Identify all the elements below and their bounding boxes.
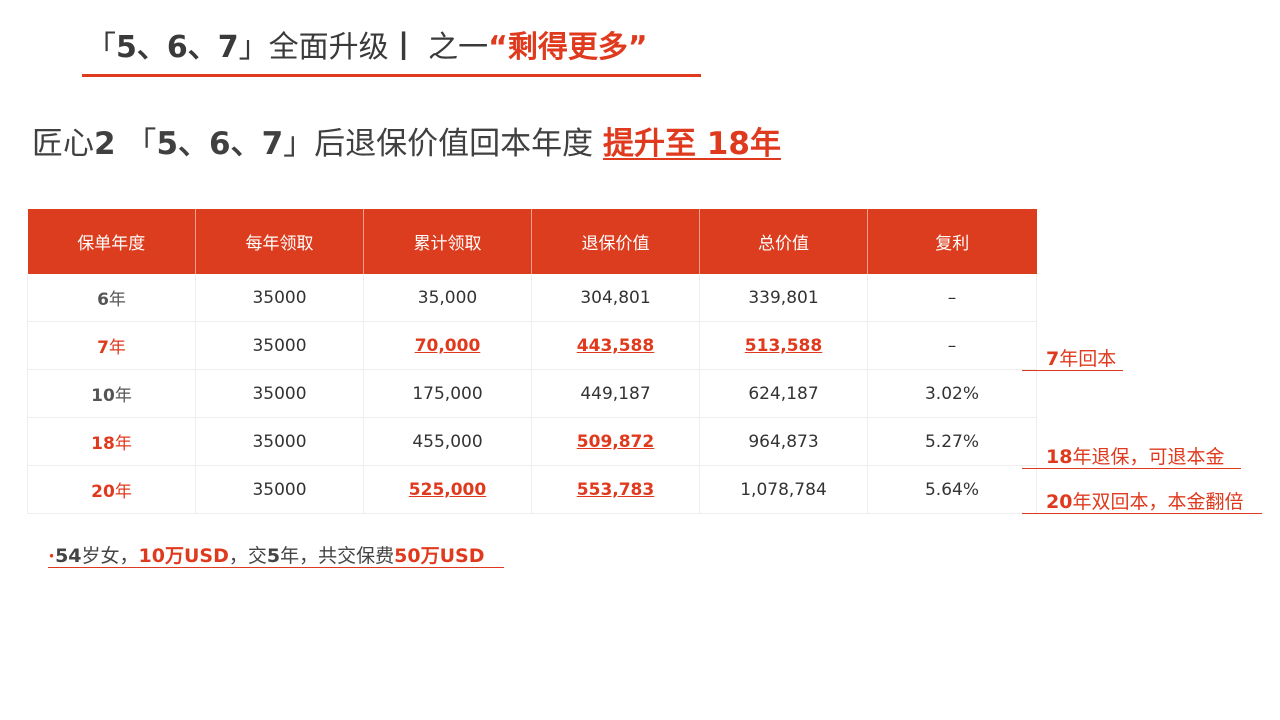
title-underline [82,74,701,77]
year-unit: 年 [108,290,126,310]
table-row: 20年 35000 525,000 553,783 1,078,784 5.64… [27,465,1037,514]
header-surrender-value: 退保价值 [531,209,700,274]
footnote-age: 54 [55,545,82,567]
subtitle-nums: 5、6、7 [156,126,284,162]
footnote-sep: ，交 [228,545,267,567]
year-num: 10 [91,386,115,406]
year-num: 20 [91,482,115,502]
header-compound-rate: 复利 [867,209,1037,274]
year-unit: 年 [114,386,132,406]
note-underline [1022,513,1262,514]
cell-total: 964,873 [699,417,868,466]
cell-annual: 35000 [195,465,364,514]
title-separator: 丨 [388,30,419,65]
cell-surrender: 443,588 [531,321,700,370]
highlight-value: 553,783 [576,479,655,500]
year-unit: 年 [108,338,126,358]
header-policy-year: 保单年度 [27,209,196,274]
cell-surrender: 304,801 [531,274,700,322]
cell-rate: 3.02% [867,369,1037,418]
footnote-years-text: 年，共交保费 [280,545,395,567]
table-row: 10年 35000 175,000 449,187 624,187 3.02% [27,369,1037,418]
note-text: 年回本 [1059,348,1117,370]
cell-total: 624,187 [699,369,868,418]
cell-cumulative: 455,000 [363,417,532,466]
year-unit: 年 [114,482,132,502]
table-row: 18年 35000 455,000 509,872 964,873 5.27% [27,417,1037,466]
header-total-value: 总价值 [699,209,868,274]
cell-annual: 35000 [195,321,364,370]
cell-total: 1,078,784 [699,465,868,514]
table-row: 6年 35000 35,000 304,801 339,801 – [27,274,1037,322]
note-double-20: 20年双回本，本金翻倍 [1046,490,1243,514]
year-unit: 年 [114,434,132,454]
note-underline [1022,370,1123,371]
cell-annual: 35000 [195,274,364,322]
footnote-underline [48,567,504,568]
subtitle-lead: 匠心 [32,126,94,162]
header-annual-payout: 每年领取 [195,209,364,274]
table-header-row: 保单年度 每年领取 累计领取 退保价值 总价值 复利 [27,209,1037,274]
subtitle-open: 「 [115,126,157,162]
value-table: 保单年度 每年领取 累计领取 退保价值 总价值 复利 6年 35000 35,0… [27,209,1037,514]
cell-year: 18年 [27,417,196,466]
note-num: 20 [1046,491,1073,513]
cell-cumulative: 525,000 [363,465,532,514]
title-part: 之一 [418,30,489,65]
slide-title: 「5、6、7」全面升级丨 之一“剩得更多” [86,28,648,68]
title-suffix: 」全面升级 [238,30,389,65]
bullet-icon: • [48,549,56,564]
footnote-age-text: 岁女， [81,545,139,567]
note-num: 18 [1046,446,1073,468]
highlight-value: 509,872 [576,431,655,452]
cell-rate: 5.27% [867,417,1037,466]
footnote-years: 5 [266,545,281,567]
cell-cumulative: 175,000 [363,369,532,418]
title-prefix: 「 [86,30,116,65]
highlight-value: 443,588 [576,335,655,356]
highlight-value: 513,588 [744,335,823,356]
subtitle-num: 2 [94,126,116,162]
subtitle-highlight: 提升至 18年 [603,126,781,162]
subtitle-rest: 」后退保价值回本年度 [283,126,604,162]
cell-rate: 5.64% [867,465,1037,514]
highlight-value: 70,000 [414,335,481,356]
note-text: 年退保，可退本金 [1072,446,1225,468]
table-row: 7年 35000 70,000 443,588 513,588 – [27,321,1037,370]
cell-year: 7年 [27,321,196,370]
footnote-premium: 50万USD [394,545,485,567]
header-cumulative-payout: 累计领取 [363,209,532,274]
cell-rate: – [867,274,1037,322]
year-num: 18 [91,434,115,454]
cell-surrender: 553,783 [531,465,700,514]
year-num: 7 [97,338,109,358]
cell-year: 20年 [27,465,196,514]
title-nums: 5、6、7 [116,30,239,65]
cell-rate: – [867,321,1037,370]
subtitle: 匠心2 「5、6、7」后退保价值回本年度 提升至 18年 [32,122,781,166]
cell-total: 513,588 [699,321,868,370]
cell-surrender: 509,872 [531,417,700,466]
year-num: 6 [97,290,109,310]
footnote-amount: 10万USD [138,545,229,567]
note-surrender-18: 18年退保，可退本金 [1046,445,1224,469]
cell-cumulative: 35,000 [363,274,532,322]
note-text: 年双回本，本金翻倍 [1072,491,1244,513]
cell-surrender: 449,187 [531,369,700,418]
title-highlight: “剩得更多” [488,30,648,65]
cell-annual: 35000 [195,417,364,466]
note-num: 7 [1046,348,1060,370]
cell-year: 10年 [27,369,196,418]
note-underline [1022,468,1241,469]
note-payback-7: 7年回本 [1046,347,1116,371]
cell-year: 6年 [27,274,196,322]
footnote: •54岁女，10万USD，交5年，共交保费50万USD [48,543,484,570]
cell-annual: 35000 [195,369,364,418]
cell-cumulative: 70,000 [363,321,532,370]
cell-total: 339,801 [699,274,868,322]
highlight-value: 525,000 [408,479,487,500]
